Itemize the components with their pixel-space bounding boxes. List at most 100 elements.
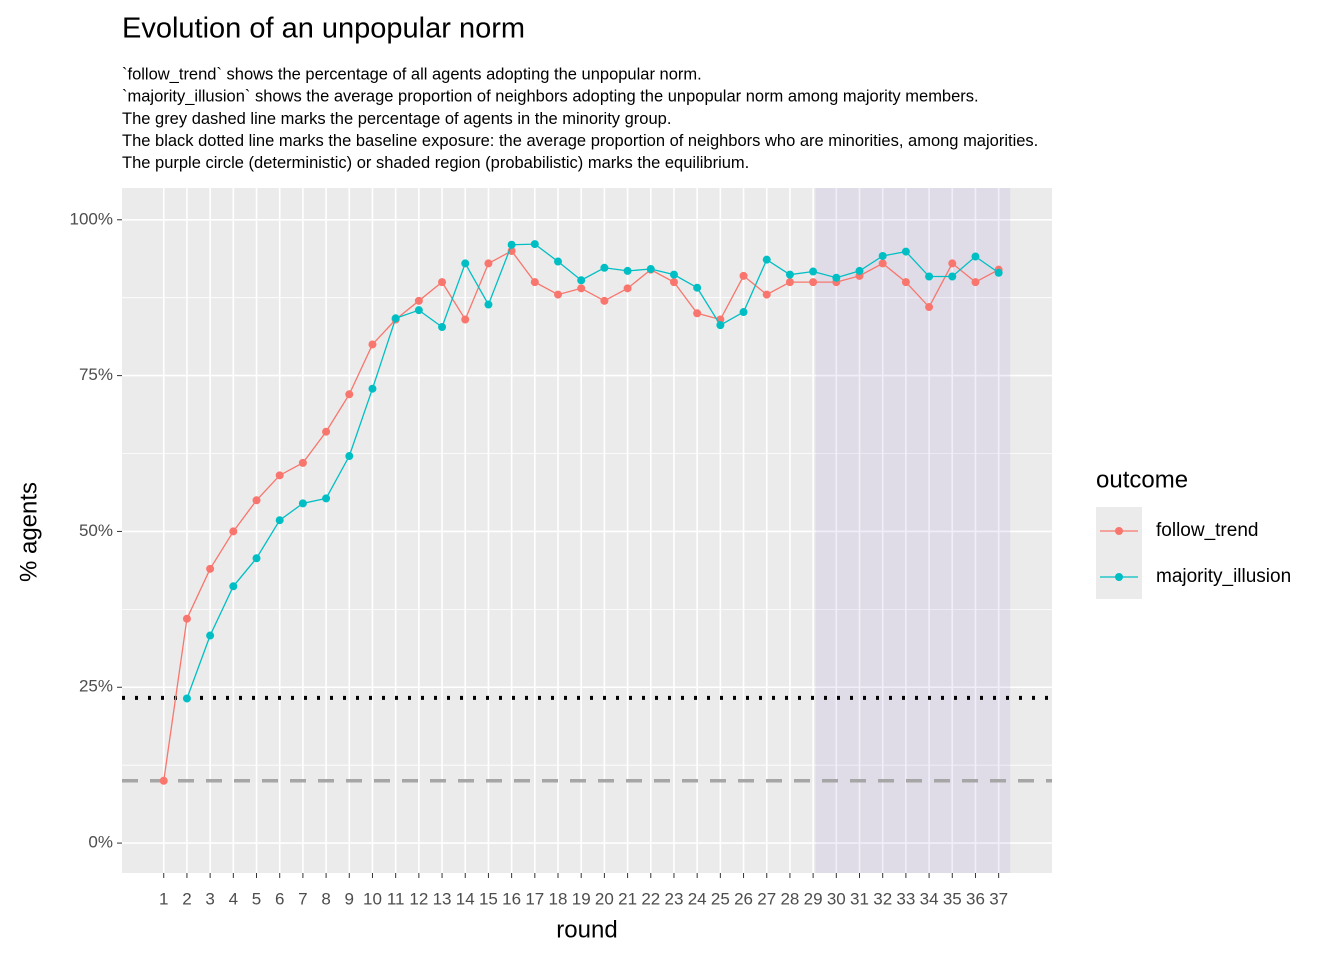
data-point [623,266,632,275]
data-point [693,309,702,318]
x-tick-label: 2 [182,889,191,908]
data-point [669,270,678,279]
chart-subtitle: The purple circle (deterministic) or sha… [122,154,749,172]
data-point [994,268,1003,277]
data-point [414,296,423,305]
data-point [925,272,934,281]
x-tick-label: 15 [479,889,498,908]
data-point [252,496,261,505]
chart-subtitle: `majority_illusion` shows the average pr… [122,88,979,106]
y-axis-title: % agents [15,482,42,582]
legend-title: outcome [1096,466,1188,493]
x-tick-label: 36 [966,889,985,908]
data-point [762,255,771,264]
data-point [229,582,238,591]
data-point [345,452,354,461]
data-point [298,458,307,467]
x-tick-label: 21 [618,889,637,908]
x-tick-label: 9 [345,889,354,908]
x-tick-label: 29 [804,889,823,908]
x-tick-label: 27 [757,889,776,908]
data-point [832,273,841,282]
x-tick-label: 22 [641,889,660,908]
x-tick-label: 30 [827,889,846,908]
data-point [322,494,331,503]
data-point [368,340,377,349]
data-point [971,278,980,287]
data-point [623,284,632,293]
data-point [809,278,818,287]
data-point [785,270,794,279]
data-point [368,384,377,393]
x-tick-label: 35 [943,889,962,908]
data-point [182,614,191,623]
equilibrium-region [815,188,1011,873]
x-tick-label: 6 [275,889,284,908]
data-point [693,283,702,292]
x-tick-label: 17 [525,889,544,908]
data-point [391,314,400,323]
chart-subtitle: The black dotted line marks the baseline… [122,132,1038,150]
x-tick-label: 25 [711,889,730,908]
data-point [206,631,215,640]
x-tick-label: 20 [595,889,614,908]
x-tick-label: 5 [252,889,261,908]
y-tick-label: 25% [79,677,113,696]
x-tick-label: 14 [456,889,475,908]
x-tick-label: 8 [321,889,330,908]
data-point [855,266,864,275]
legend-label: follow_trend [1156,520,1258,541]
y-tick-label: 75% [79,365,113,384]
data-point [275,516,284,525]
data-point [901,247,910,256]
x-tick-label: 11 [387,889,405,908]
x-tick-label: 37 [989,889,1008,908]
x-tick-label: 33 [896,889,915,908]
x-tick-label: 26 [734,889,753,908]
data-point [530,240,539,249]
x-tick-label: 31 [850,889,869,908]
data-point [275,471,284,480]
data-point [507,240,516,249]
x-tick-label: 28 [780,889,799,908]
x-tick-label: 12 [409,889,428,908]
data-point [646,265,655,274]
x-tick-label: 34 [920,889,939,908]
data-point [530,278,539,287]
data-point [159,776,168,785]
data-point [554,290,563,299]
data-point [577,284,586,293]
data-point [438,322,447,331]
data-point [229,527,238,536]
data-point [600,296,609,305]
plot-panel [122,188,1052,873]
data-point [438,278,447,287]
data-point [925,303,934,312]
x-axis-title: round [556,916,617,943]
data-point [948,272,957,281]
data-point [484,300,493,309]
legend-point [1115,573,1123,581]
x-tick-label: 24 [688,889,707,908]
x-tick-label: 3 [205,889,214,908]
data-point [182,694,191,703]
data-point [345,390,354,399]
x-tick-label: 1 [159,889,168,908]
data-point [461,315,470,324]
x-tick-label: 4 [229,889,238,908]
chart-title: Evolution of an unpopular norm [122,13,525,45]
data-point [252,554,261,563]
x-tick-label: 7 [298,889,307,908]
data-point [669,278,678,287]
data-point [554,257,563,266]
data-point [878,259,887,268]
data-point [600,263,609,272]
data-point [298,499,307,508]
y-tick-label: 100% [70,209,113,228]
data-point [948,259,957,268]
data-point [577,276,586,285]
data-point [206,564,215,573]
data-point [901,278,910,287]
data-point [716,321,725,330]
